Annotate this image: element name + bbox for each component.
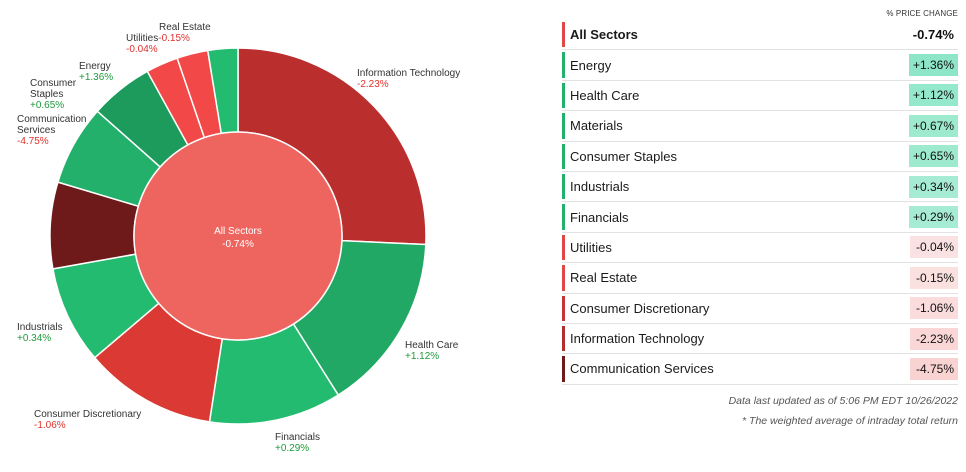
row-price-change: -0.15% xyxy=(910,266,958,289)
sector-row[interactable]: Communication Services -4.75% xyxy=(562,354,958,385)
slice-label-name: Industrials xyxy=(17,322,63,333)
slice-label-name: Information Technology xyxy=(357,68,460,79)
row-price-change: +0.34% xyxy=(908,175,958,198)
row-price-change: -1.06% xyxy=(910,297,958,320)
sector-row[interactable]: Industrials +0.34% xyxy=(562,172,958,203)
row-sector-name: Health Care xyxy=(570,87,640,103)
slice-label-change: -1.06% xyxy=(34,420,66,431)
row-sector-name: Financials xyxy=(570,209,629,225)
summary-color-bar xyxy=(562,22,565,48)
row-price-change: +0.29% xyxy=(908,206,958,229)
row-sector-name: Industrials xyxy=(570,179,630,195)
row-price-change: +0.67% xyxy=(908,114,958,137)
summary-value: -0.74% xyxy=(912,26,954,42)
slice-label-name: Financials xyxy=(275,432,320,443)
row-sector-name: Energy xyxy=(570,57,612,73)
row-price-change: -4.75% xyxy=(910,357,958,380)
slice-labels: Information Technology-2.23%Health Care+… xyxy=(17,22,460,454)
row-color-bar xyxy=(562,356,565,382)
slice-label-name: Health Care xyxy=(405,340,459,351)
row-color-bar xyxy=(562,265,565,291)
row-color-bar xyxy=(562,295,565,321)
row-price-change: +1.12% xyxy=(908,84,958,107)
sector-row[interactable]: Information Technology -2.23% xyxy=(562,324,958,355)
slice-label-change: +0.29% xyxy=(275,443,309,454)
sector-table: % PRICE CHANGE All Sectors -0.74% Energy… xyxy=(562,0,958,385)
row-sector-name: Consumer Discretionary xyxy=(570,300,710,316)
row-color-bar xyxy=(562,82,565,109)
slice-label-change: -0.04% xyxy=(126,44,158,55)
center-value: -0.74% xyxy=(222,239,254,250)
row-sector-name: Communication Services xyxy=(570,361,714,377)
row-color-bar xyxy=(562,113,565,139)
sector-row[interactable]: Health Care +1.12% xyxy=(562,81,958,112)
slice-label-change: +1.12% xyxy=(405,351,439,362)
row-price-change: -2.23% xyxy=(910,327,958,350)
slice-label-change: -2.23% xyxy=(357,79,389,90)
center-disc[interactable] xyxy=(133,131,343,341)
row-color-bar xyxy=(562,325,565,352)
weighted-average-note: * The weighted average of intraday total… xyxy=(742,415,958,427)
sector-row[interactable]: Financials +0.29% xyxy=(562,202,958,233)
slice-label-change: +1.36% xyxy=(79,72,113,83)
sector-row[interactable]: Consumer Staples +0.65% xyxy=(562,142,958,172)
row-sector-name: Materials xyxy=(570,118,623,134)
slice-label-name: Real Estate xyxy=(159,22,211,33)
row-color-bar xyxy=(562,173,565,200)
row-color-bar xyxy=(562,143,565,169)
slice-label-name: Consumer Discretionary xyxy=(34,409,141,420)
row-price-change: -0.04% xyxy=(910,236,958,259)
center-label: All Sectors xyxy=(214,226,262,237)
row-sector-name: Information Technology xyxy=(570,331,705,347)
sector-row[interactable]: Utilities -0.04% xyxy=(562,233,958,264)
last-updated-note: Data last updated as of 5:06 PM EDT 10/2… xyxy=(728,395,958,407)
row-color-bar xyxy=(562,52,565,78)
slice-label-change: +0.65% xyxy=(30,100,64,111)
slice-label-change: +0.34% xyxy=(17,333,51,344)
slice-label-change: -4.75% xyxy=(17,136,49,147)
donut-slices xyxy=(49,47,427,425)
row-sector-name: Real Estate xyxy=(570,270,638,286)
summary-name: All Sectors xyxy=(570,27,638,43)
summary-row[interactable]: All Sectors -0.74% xyxy=(562,20,958,51)
slice-label: Utilities-0.15% xyxy=(126,33,190,44)
sector-row[interactable]: Consumer Discretionary -1.06% xyxy=(562,294,958,324)
row-sector-name: Consumer Staples xyxy=(570,148,677,164)
sector-row[interactable]: Materials +0.67% xyxy=(562,111,958,142)
row-price-change: +1.36% xyxy=(908,54,958,77)
sector-donut-chart: All Sectors -0.74% Information Technolog… xyxy=(17,22,460,454)
row-color-bar xyxy=(562,204,565,230)
slice-label-name: Staples xyxy=(30,89,63,100)
slice-label-name: Energy xyxy=(79,61,111,72)
column-header: % PRICE CHANGE xyxy=(886,9,958,18)
slice-label-name: Consumer xyxy=(30,78,77,89)
row-sector-name: Utilities xyxy=(570,239,612,255)
slice-label-name: Services xyxy=(17,125,55,136)
sector-row[interactable]: Real Estate -0.15% xyxy=(562,263,958,294)
slice-label-name: Communication xyxy=(17,114,86,125)
sector-rows: Energy +1.36% Health Care +1.12% Materials +0… xyxy=(562,50,958,385)
row-price-change: +0.65% xyxy=(908,145,958,168)
row-color-bar xyxy=(562,234,565,261)
sector-row[interactable]: Energy +1.36% xyxy=(562,50,958,81)
